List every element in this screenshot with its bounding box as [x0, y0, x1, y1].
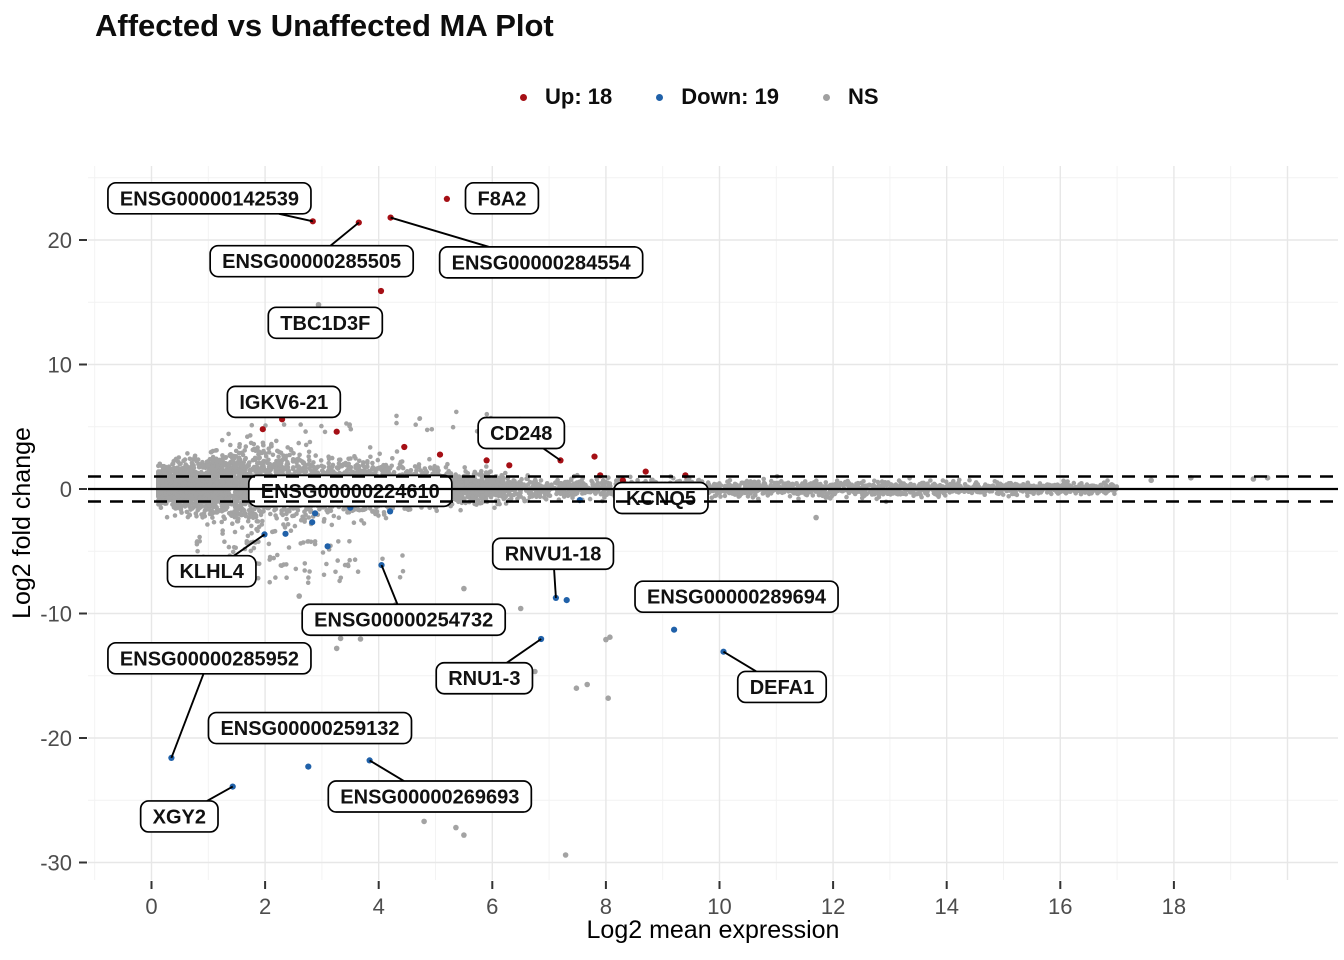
gene-label: CD248 — [477, 416, 566, 450]
legend: Up: 18 Down: 19 NS — [520, 84, 879, 110]
gene-label: DEFA1 — [736, 670, 828, 704]
gene-label: KLHL4 — [166, 554, 257, 588]
ns-dot-icon — [823, 93, 831, 101]
gene-label: ENSG00000285505 — [209, 244, 415, 278]
label-connectors — [170, 212, 757, 802]
gene-label: ENSG00000284554 — [438, 246, 644, 279]
legend-item-up: Up: 18 — [520, 84, 612, 110]
legend-label-up: Up: 18 — [545, 84, 613, 109]
gene-label: TBC1D3F — [267, 306, 384, 340]
gene-label: ENSG00000254732 — [301, 603, 507, 637]
y-axis-title: Log2 fold change — [8, 427, 36, 619]
gene-label: ENSG00000224610 — [247, 474, 453, 508]
down-dot-icon — [656, 93, 664, 101]
gene-label: ENSG00000259132 — [207, 711, 413, 745]
gene-labels: ENSG00000142539 F8A2 ENSG00000285505 ENSG00… — [107, 181, 839, 833]
legend-label-ns: NS — [848, 84, 879, 109]
gene-label: ENSG00000285952 — [107, 641, 312, 675]
gene-label: ENSG00000269693 — [327, 780, 533, 813]
plot-title: Affected vs Unaffected MA Plot — [95, 8, 554, 43]
gene-label: IGKV6-21 — [226, 385, 342, 419]
gene-label: ENSG00000142539 — [107, 181, 312, 215]
up-dot-icon — [520, 93, 527, 101]
gene-label: RNVU1-18 — [491, 537, 615, 571]
x-axis-title: Log2 mean expression — [587, 916, 840, 944]
gene-label: XGY2 — [139, 800, 219, 833]
legend-item-ns: NS — [823, 84, 879, 110]
legend-item-down: Down: 19 — [656, 84, 779, 110]
up-points — [259, 195, 689, 484]
legend-label-down: Down: 19 — [681, 84, 780, 109]
gene-label: KCNQ5 — [613, 481, 709, 515]
threshold-lines — [88, 475, 1338, 503]
gene-label: ENSG00000289694 — [634, 580, 839, 614]
ns-points — [156, 301, 1271, 858]
gene-label: RNU1-3 — [435, 661, 534, 695]
gene-label: F8A2 — [464, 181, 540, 215]
